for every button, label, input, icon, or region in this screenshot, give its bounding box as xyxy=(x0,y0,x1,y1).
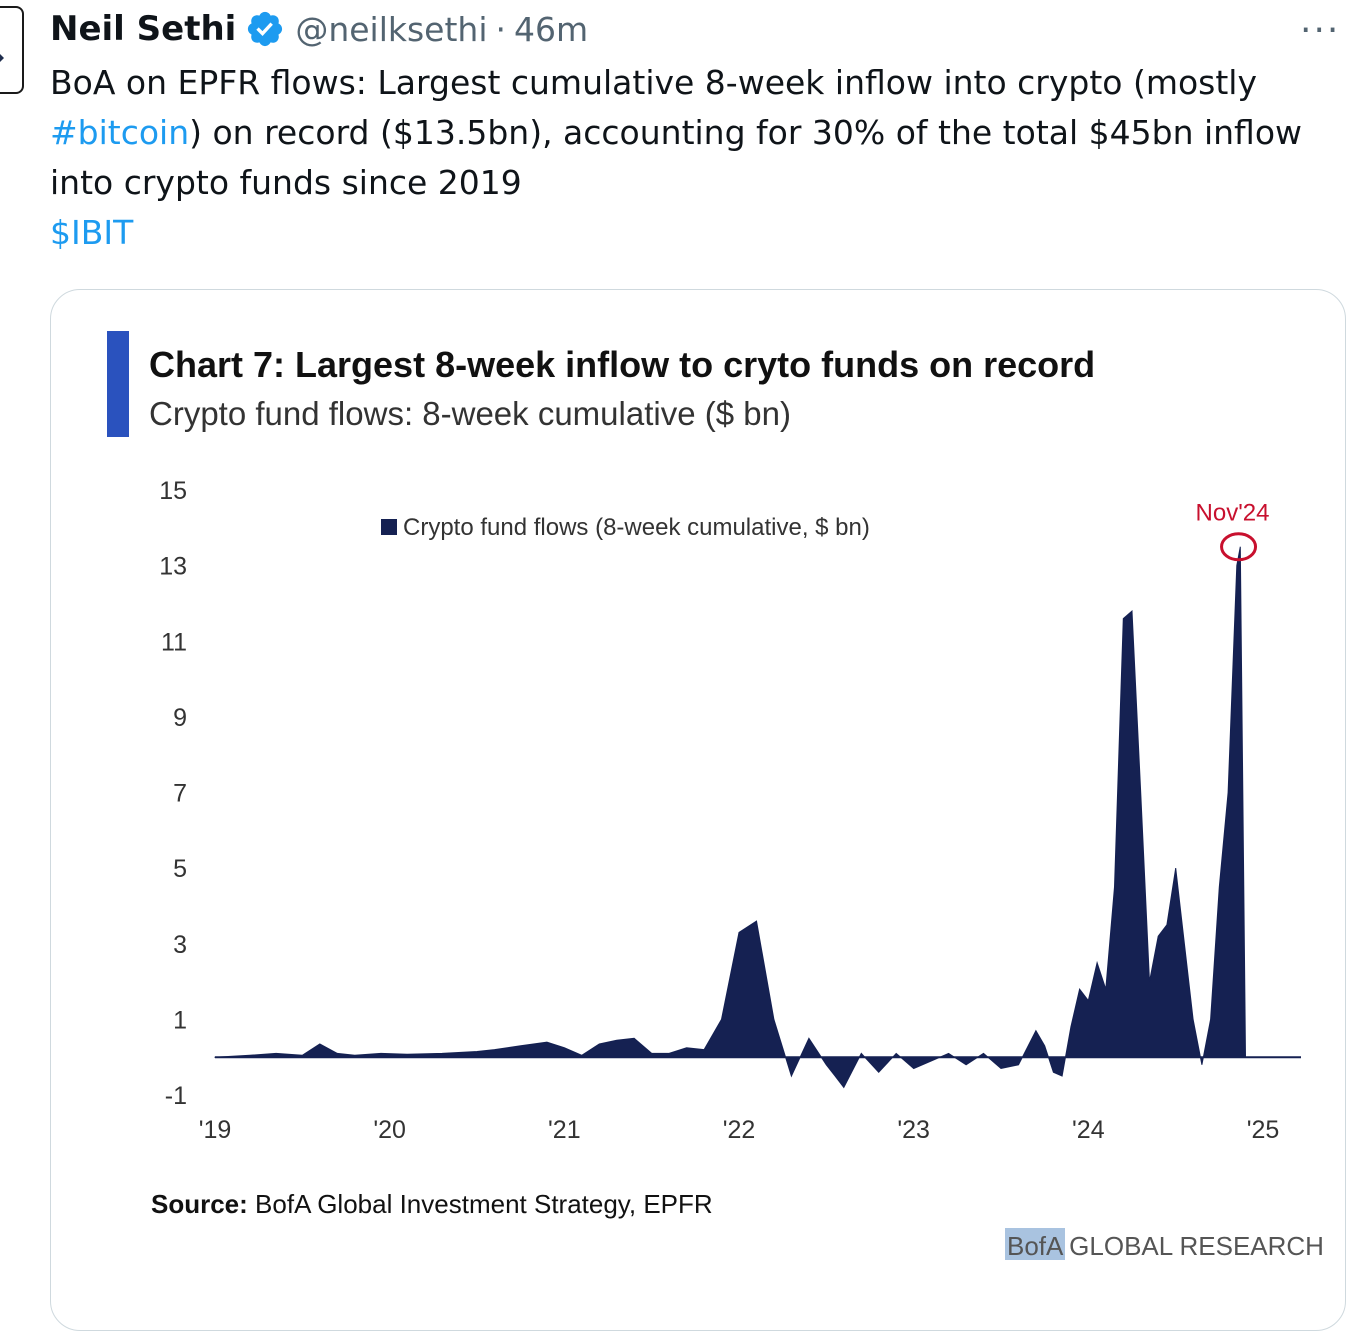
y-tick-label: 15 xyxy=(159,477,187,505)
peak-annotation: Nov'24 xyxy=(1196,500,1270,562)
brand-highlight: BofA xyxy=(1007,1231,1064,1261)
chart-title: Chart 7: Largest 8-week inflow to cryto … xyxy=(149,344,1095,385)
media-card[interactable]: Chart 7: Largest 8-week inflow to cryto … xyxy=(50,289,1346,1331)
x-tick-label: '23 xyxy=(897,1116,930,1144)
brand-highlight-box xyxy=(1005,1228,1065,1260)
x-tick-label: '24 xyxy=(1072,1116,1105,1144)
y-tick-label: 5 xyxy=(173,855,187,883)
series-area xyxy=(214,546,1246,1089)
avatar-image xyxy=(0,54,4,69)
more-icon[interactable]: ··· xyxy=(1300,10,1341,51)
y-tick-label: -1 xyxy=(165,1082,187,1110)
author-name[interactable]: Neil Sethi xyxy=(50,9,237,49)
tweet-text-line-2: #bitcoin) on record ($13.5bn), accountin… xyxy=(50,108,1346,158)
cashtag-link[interactable]: $IBIT xyxy=(50,213,134,252)
brand-rest: GLOBAL RESEARCH xyxy=(1069,1231,1324,1261)
x-tick-label: '22 xyxy=(723,1116,756,1144)
tweet-text-line-1: BoA on EPFR flows: Largest cumulative 8-… xyxy=(50,63,1257,102)
tweet-header: Neil Sethi @neilksethi · 46m xyxy=(50,6,588,52)
y-tick-label: 3 xyxy=(173,931,187,959)
tweet-text-line-2-rest: ) on record ($13.5bn), accounting for 30… xyxy=(189,113,1303,152)
x-tick-label: '25 xyxy=(1247,1116,1280,1144)
peak-circle xyxy=(1220,532,1258,562)
x-tick-label: '20 xyxy=(373,1116,406,1144)
hashtag-link[interactable]: #bitcoin xyxy=(50,113,190,152)
y-tick-label: 1 xyxy=(173,1006,187,1034)
separator-dot: · xyxy=(495,9,507,49)
x-tick-label: '21 xyxy=(548,1116,581,1144)
y-tick-label: 7 xyxy=(173,780,187,808)
verified-badge-icon[interactable] xyxy=(245,9,285,49)
x-tick-label: '19 xyxy=(199,1116,232,1144)
tweet-text-line-3: into crypto funds since 2019 xyxy=(50,163,522,202)
chart-subtitle: Crypto fund flows: 8-week cumulative ($ … xyxy=(149,395,791,432)
timestamp[interactable]: 46m xyxy=(514,9,589,49)
author-handle[interactable]: @neilksethi xyxy=(295,9,488,49)
tweet-text: BoA on EPFR flows: Largest cumulative 8-… xyxy=(50,58,1346,258)
x-axis-ticks: '19 '20 '21 '22 '23 '24 '25 xyxy=(199,1116,1280,1144)
y-tick-label: 9 xyxy=(173,704,187,732)
source-text: BofA Global Investment Strategy, EPFR xyxy=(255,1189,713,1219)
chart-accent-bar xyxy=(107,331,129,437)
legend-swatch xyxy=(381,519,397,535)
peak-label: Nov'24 xyxy=(1196,500,1270,527)
y-tick-label: 13 xyxy=(159,553,187,581)
chart-image: Chart 7: Largest 8-week inflow to cryto … xyxy=(107,331,1324,1261)
y-tick-label: 11 xyxy=(161,628,187,656)
source-label: Source: xyxy=(151,1189,248,1219)
chart-source: Source: BofA Global Investment Strategy,… xyxy=(151,1189,713,1219)
y-axis-ticks: 15 13 11 9 7 5 3 1 -1 xyxy=(159,477,187,1110)
legend-label: Crypto fund flows (8-week cumulative, $ … xyxy=(403,514,870,541)
brand-label: BofA GLOBAL RESEARCH xyxy=(1007,1231,1324,1261)
avatar[interactable] xyxy=(0,6,24,94)
